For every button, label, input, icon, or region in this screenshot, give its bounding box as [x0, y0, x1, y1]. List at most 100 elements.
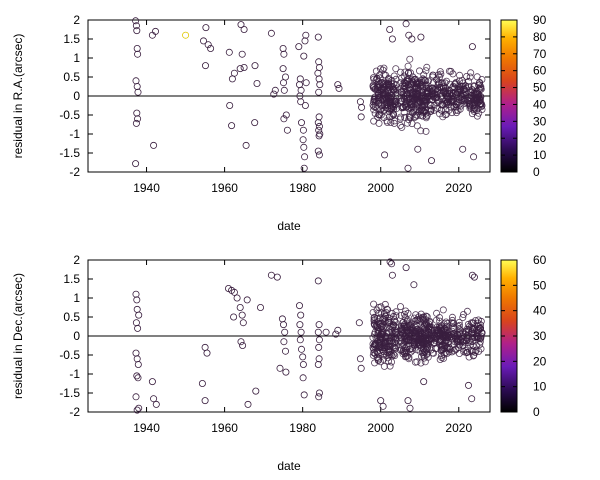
dec-y-tick-label: -1.5: [59, 386, 80, 400]
ra-data-point: [237, 21, 245, 29]
dec-data-point: [356, 355, 364, 363]
dec-data-point: [370, 300, 378, 308]
dec-data-point: [406, 321, 414, 329]
ra-data-point: [369, 74, 377, 82]
ra-data-point: [454, 98, 462, 106]
ra-data-point: [253, 80, 261, 88]
ra-data-point: [297, 86, 305, 94]
ra-data-point: [182, 31, 190, 39]
dec-x-tick-label: 2000: [367, 421, 394, 435]
dec-data-point: [403, 336, 411, 344]
ra-data-point: [419, 103, 427, 111]
dec-data-point: [406, 345, 414, 353]
dec-data-point: [420, 378, 428, 386]
ra-colorbar-label: 20: [533, 131, 547, 145]
ra-data-point: [132, 160, 140, 168]
dec-data-point: [282, 368, 290, 376]
ra-data-point: [408, 35, 416, 43]
ra-data-point: [448, 84, 456, 92]
dec-data-point: [437, 352, 445, 360]
ra-data-point: [236, 65, 244, 73]
ra-data-point: [465, 100, 473, 108]
ra-data-point: [466, 73, 474, 81]
dec-data-point: [464, 381, 472, 389]
dec-data-point: [463, 307, 471, 315]
dec-data-point: [454, 322, 462, 330]
dec-data-point: [375, 338, 383, 346]
ra-data-point: [427, 105, 435, 113]
ra-data-point: [297, 119, 305, 127]
dec-data-point: [433, 344, 441, 352]
ra-data-point: [408, 80, 416, 88]
ra-data-point: [454, 107, 462, 115]
dec-data-point: [135, 404, 143, 412]
ra-y-tick-label: -2: [69, 165, 80, 179]
ra-colorbar-label: 70: [533, 47, 547, 61]
ra-data-point: [301, 37, 309, 45]
ra-data-point: [451, 84, 459, 92]
dec-data-point: [300, 391, 308, 399]
ra-data-point: [369, 81, 377, 89]
ra-data-point: [433, 76, 441, 84]
dec-y-axis-label: residual in Dec.(arcsec): [11, 273, 25, 399]
ra-data-point: [384, 83, 392, 91]
dec-data-point: [370, 316, 378, 324]
ra-data-point: [381, 151, 389, 159]
dec-data-point: [243, 296, 251, 304]
dec-data-point: [386, 350, 394, 358]
ra-data-point: [429, 71, 437, 79]
dec-data-point: [468, 333, 476, 341]
dec-data-point: [299, 353, 307, 361]
ra-data-point: [134, 88, 142, 96]
ra-data-point: [437, 70, 445, 78]
dec-data-point: [468, 395, 476, 403]
ra-data-point: [238, 50, 246, 58]
ra-data-point: [461, 100, 469, 108]
ra-data-point: [132, 119, 140, 127]
ra-data-point: [403, 76, 411, 84]
ra-data-point: [473, 93, 481, 101]
dec-data-point: [469, 347, 477, 355]
dec-y-tick-label: 1.5: [63, 272, 80, 286]
ra-data-point: [472, 97, 480, 105]
dec-data-point: [297, 345, 305, 353]
dec-data-point: [238, 311, 246, 319]
dec-data-point: [132, 349, 140, 357]
dec-data-point: [396, 346, 404, 354]
dec-data-point: [417, 314, 425, 322]
dec-data-point: [239, 341, 247, 349]
ra-data-point: [297, 98, 305, 106]
ra-data-point: [251, 62, 259, 70]
ra-y-tick-label: 1: [73, 51, 80, 65]
ra-data-point: [334, 81, 342, 89]
ra-data-point: [315, 113, 323, 121]
ra-data-point: [280, 86, 288, 94]
dec-data-point: [410, 340, 418, 348]
dec-data-point: [433, 309, 441, 317]
ra-data-point: [299, 126, 307, 134]
ra-data-point: [199, 37, 207, 45]
ra-data-point: [434, 78, 442, 86]
ra-x-tick-label: 1980: [289, 181, 316, 195]
ra-data-point: [445, 106, 453, 114]
dec-data-point: [281, 328, 289, 336]
ra-data-point: [386, 98, 394, 106]
dec-data-point: [281, 347, 289, 355]
dec-data-point: [388, 271, 396, 279]
dec-data-point: [133, 372, 141, 380]
ra-data-point: [279, 79, 287, 87]
ra-data-point: [371, 110, 379, 118]
dec-data-point: [426, 318, 434, 326]
dec-data-point: [267, 271, 275, 279]
dec-data-point: [454, 331, 462, 339]
dec-data-point: [134, 324, 142, 332]
dec-data-point: [370, 348, 378, 356]
dec-colorbar-label: 40: [533, 304, 547, 318]
dec-data-point: [379, 342, 387, 350]
ra-data-point: [315, 122, 323, 130]
dec-data-point: [314, 360, 322, 368]
ra-data-point: [414, 145, 422, 153]
dec-data-point: [370, 345, 378, 353]
ra-data-point: [280, 50, 288, 58]
ra-colorbar: [500, 19, 518, 173]
